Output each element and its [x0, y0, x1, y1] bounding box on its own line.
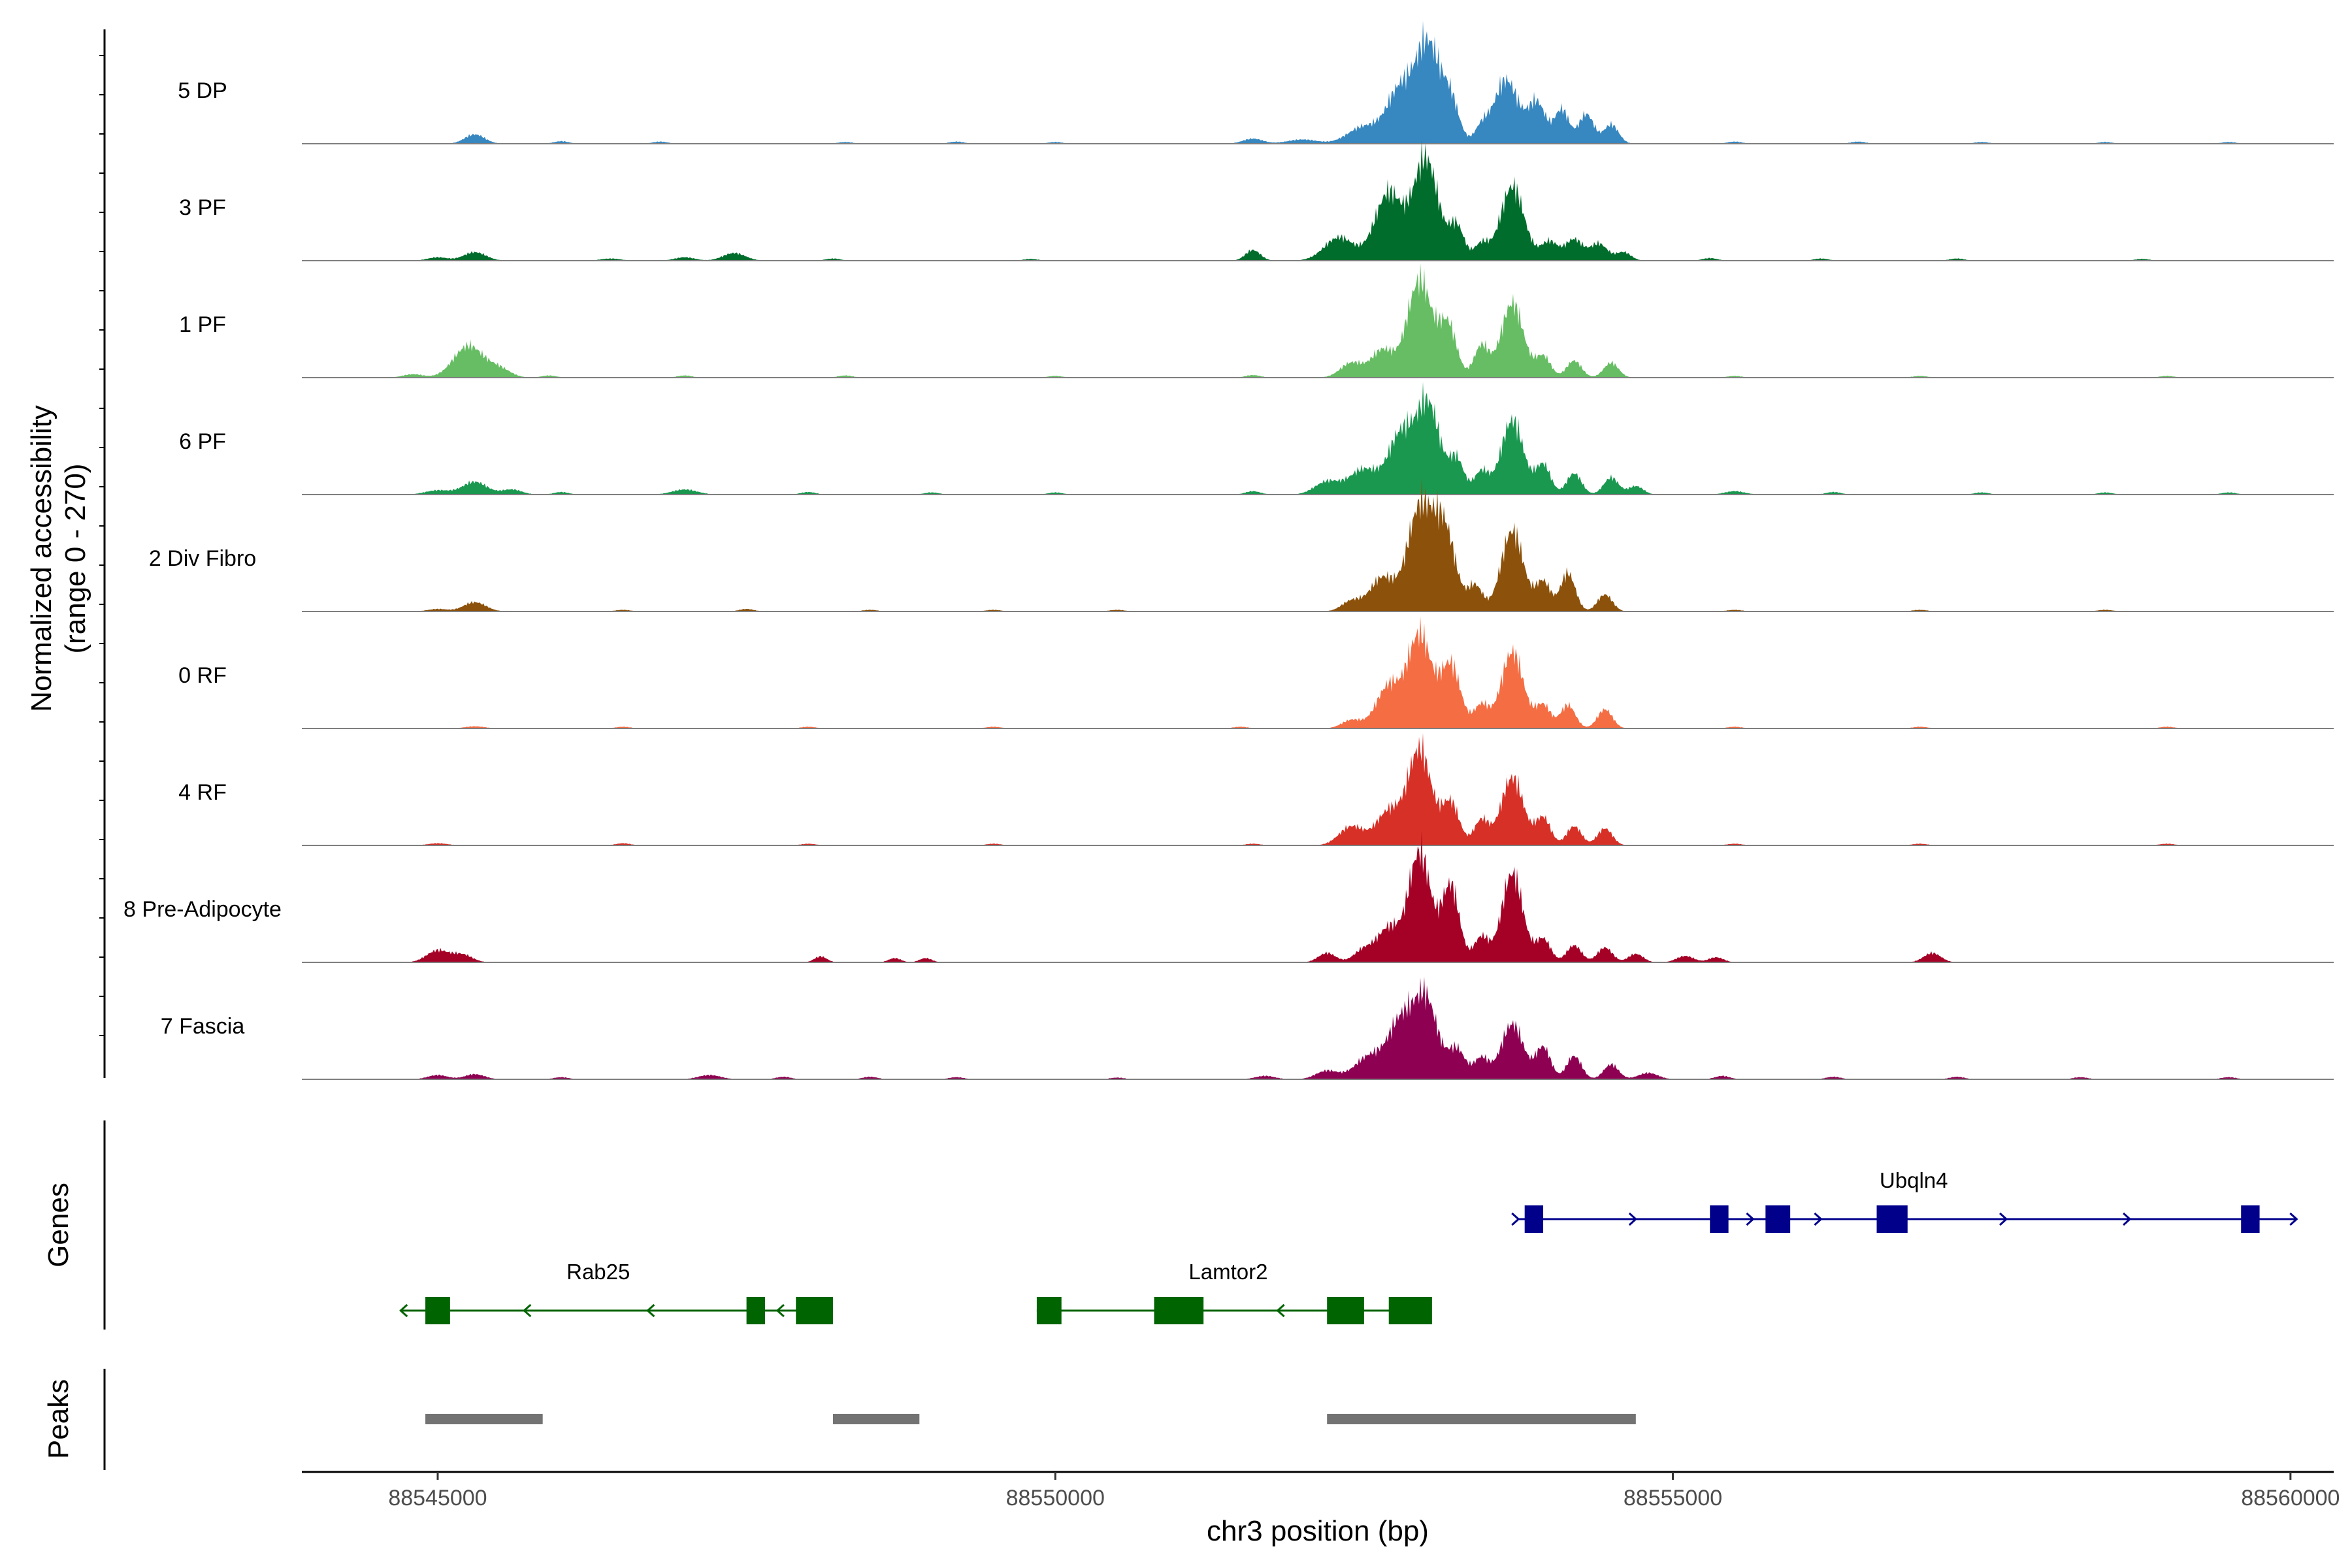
gene-exon: [2241, 1205, 2260, 1233]
track-label: 3 PF: [179, 195, 226, 220]
gene-exon: [1524, 1205, 1544, 1233]
y-axis-range: (range 0 - 270): [59, 463, 91, 653]
peak-region-bar: [425, 1414, 543, 1424]
track-label: 4 RF: [178, 780, 227, 805]
track-7-fascia: 7 Fascia: [161, 977, 2334, 1080]
x-axis-tick-label: 88555000: [1624, 1486, 1722, 1511]
coverage-tracks: 5 DP 3 PF 1 PF 6 PF 2 Div Fibro 0 RF 4 RF 8 Pre…: [123, 20, 2334, 1080]
gene-exon: [1710, 1205, 1729, 1233]
track-label: 0 RF: [178, 663, 227, 688]
gene-strand-arrow: [776, 1303, 785, 1318]
gene-exon: [796, 1297, 833, 1324]
track-label: 7 Fascia: [161, 1014, 245, 1039]
track-6-pf: 6 PF: [179, 382, 2334, 495]
gene-strand-arrow: [646, 1303, 655, 1318]
coverage-y-axis-ticks: [99, 55, 105, 1036]
genes-panel-label: Genes: [42, 1183, 74, 1267]
x-axis-tick-label: 88550000: [1006, 1486, 1105, 1511]
gene-lamtor2: Lamtor2: [1036, 1260, 1432, 1324]
x-axis-title: chr3 position (bp): [1207, 1515, 1429, 1547]
gene-exon: [1154, 1297, 1204, 1324]
gene-exon: [425, 1297, 450, 1324]
x-axis-tick-label: 88560000: [2241, 1486, 2340, 1511]
gene-strand-arrow: [1999, 1212, 2008, 1226]
peaks-panel-label: Peaks: [42, 1379, 74, 1459]
track-1-pf: 1 PF: [179, 263, 2334, 378]
gene-strand-arrow: [399, 1303, 408, 1318]
gene-exon: [1765, 1205, 1791, 1233]
gene-rab25: Rab25: [399, 1260, 833, 1324]
gene-label: Ubqln4: [1880, 1168, 1948, 1192]
genes-panel: Ubqln4 Rab25 Lamtor2: [399, 1168, 2298, 1324]
track-2-div-fibro: 2 Div Fibro: [149, 477, 2334, 612]
gene-strand-arrow: [1814, 1212, 1823, 1226]
gene-ubqln4: Ubqln4: [1511, 1168, 2298, 1233]
y-axis-title: Normalized accessibility: [25, 405, 57, 711]
peak-region-bar: [832, 1414, 920, 1424]
track-label: 2 Div Fibro: [149, 546, 256, 571]
gene-strand-arrow: [2123, 1212, 2132, 1226]
peaks-panel: [425, 1414, 1636, 1424]
gene-strand-arrow: [1746, 1212, 1755, 1226]
track-label: 6 PF: [179, 429, 226, 454]
track-label: 8 Pre-Adipocyte: [123, 897, 282, 922]
gene-exon: [1876, 1205, 1908, 1233]
gene-exon: [1327, 1297, 1364, 1324]
gene-exon: [1388, 1297, 1432, 1324]
track-4-rf: 4 RF: [178, 733, 2334, 846]
peak-region-bar: [1327, 1414, 1636, 1424]
track-label: 1 PF: [179, 312, 226, 337]
track-8-pre-adipocyte: 8 Pre-Adipocyte: [123, 830, 2334, 963]
track-label: 5 DP: [178, 78, 227, 103]
gene-label: Rab25: [566, 1260, 630, 1284]
gene-exon: [746, 1297, 765, 1324]
gene-label: Lamtor2: [1188, 1260, 1267, 1284]
track-0-rf: 0 RF: [178, 616, 2334, 729]
track-3-pf: 3 PF: [179, 140, 2334, 261]
gene-strand-arrow: [1276, 1303, 1285, 1318]
track-5-dp: 5 DP: [178, 20, 2334, 144]
gene-strand-arrow: [1511, 1212, 1520, 1226]
gene-exon: [1036, 1297, 1062, 1324]
gene-strand-arrow: [2289, 1212, 2298, 1226]
gene-strand-arrow: [1628, 1212, 1638, 1226]
x-axis-ticks: 88545000 88550000 88555000 88560000: [388, 1472, 2340, 1511]
gene-strand-arrow: [523, 1303, 532, 1318]
x-axis-tick-label: 88545000: [388, 1486, 487, 1511]
